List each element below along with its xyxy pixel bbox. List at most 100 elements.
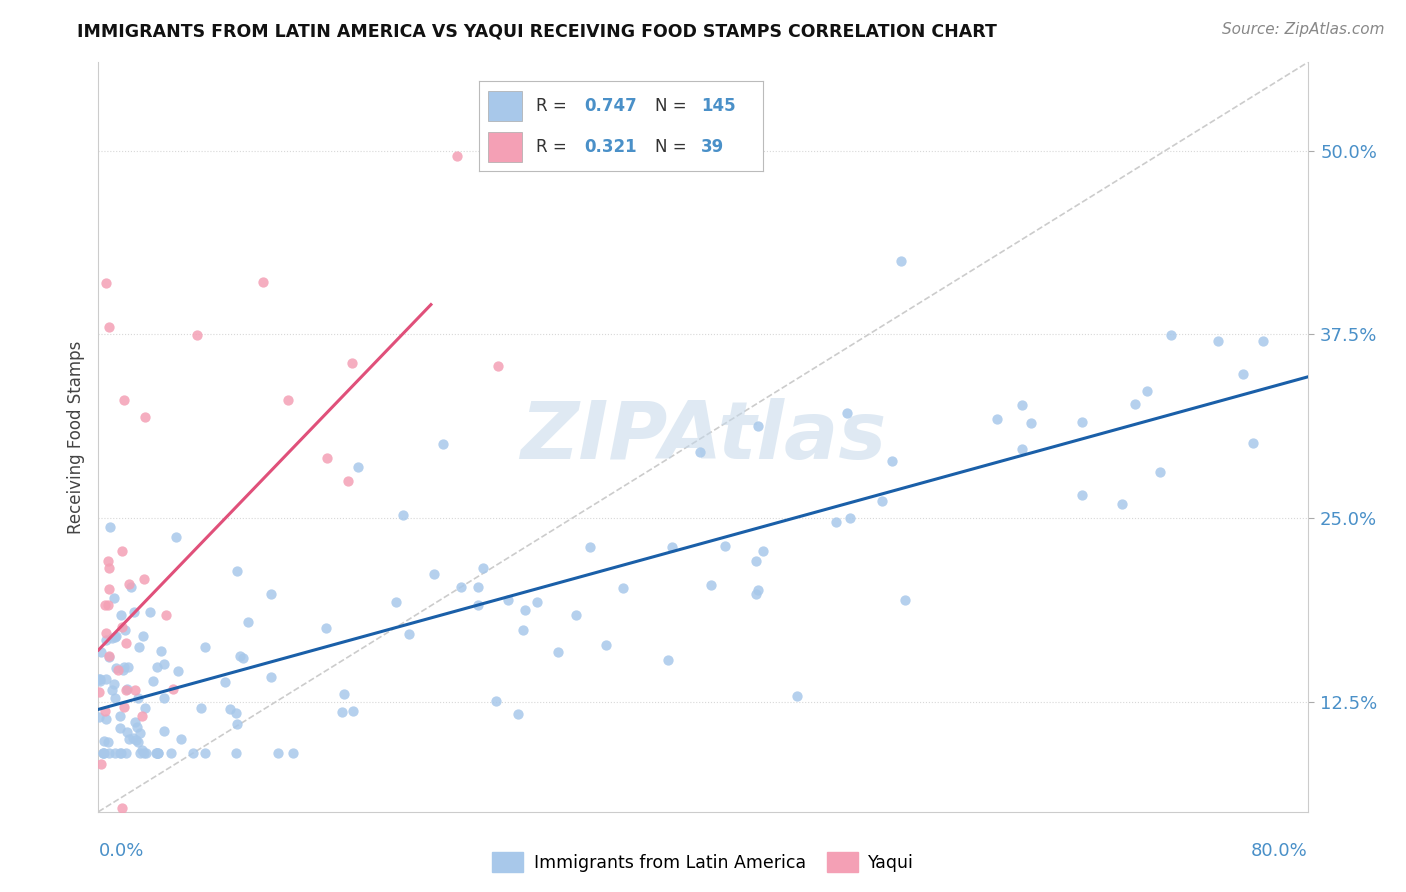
- Point: [110, 544, 132, 558]
- Point: [747, 418, 769, 433]
- Point: [89, 684, 111, 698]
- Point: [1206, 334, 1229, 348]
- Point: [104, 746, 127, 760]
- Point: [142, 674, 165, 689]
- Point: [146, 746, 169, 760]
- Point: [91, 746, 114, 760]
- Point: [122, 834, 145, 848]
- Point: [225, 565, 247, 579]
- Point: [890, 253, 912, 268]
- Point: [385, 595, 408, 609]
- Point: [134, 701, 156, 715]
- Point: [219, 702, 242, 716]
- Point: [127, 691, 149, 706]
- Text: IMMIGRANTS FROM LATIN AMERICA VS YAQUI RECEIVING FOOD STAMPS CORRELATION CHART: IMMIGRANTS FROM LATIN AMERICA VS YAQUI R…: [77, 22, 997, 40]
- Text: 0.0%: 0.0%: [98, 842, 143, 860]
- Point: [124, 606, 146, 620]
- Point: [132, 628, 155, 642]
- Point: [194, 640, 217, 654]
- Point: [745, 554, 768, 568]
- Point: [153, 657, 176, 672]
- Point: [93, 734, 115, 748]
- Point: [837, 405, 859, 419]
- Point: [104, 691, 127, 706]
- Point: [155, 608, 177, 623]
- Point: [214, 674, 236, 689]
- Point: [97, 598, 120, 612]
- Point: [97, 649, 120, 664]
- Point: [689, 444, 711, 458]
- Point: [108, 746, 131, 760]
- Point: [1011, 398, 1033, 412]
- Point: [108, 709, 131, 723]
- Point: [471, 560, 494, 574]
- Point: [103, 677, 125, 691]
- Point: [148, 746, 170, 760]
- Point: [277, 392, 299, 407]
- Text: Source: ZipAtlas.com: Source: ZipAtlas.com: [1222, 22, 1385, 37]
- Point: [260, 587, 283, 601]
- Point: [104, 629, 127, 643]
- Point: [446, 149, 468, 163]
- Point: [1125, 397, 1147, 411]
- Point: [467, 580, 489, 594]
- Point: [90, 756, 112, 771]
- Point: [134, 746, 156, 760]
- Point: [97, 735, 120, 749]
- Point: [236, 615, 259, 630]
- Point: [105, 661, 128, 675]
- Point: [231, 651, 253, 665]
- Point: [111, 663, 134, 677]
- Point: [745, 587, 768, 601]
- Point: [98, 746, 121, 760]
- Point: [101, 683, 124, 698]
- Point: [108, 722, 131, 736]
- Point: [125, 720, 148, 734]
- Point: [145, 660, 167, 674]
- Point: [1070, 415, 1092, 429]
- Point: [112, 660, 135, 674]
- Point: [225, 746, 247, 760]
- Point: [330, 705, 353, 719]
- Point: [94, 712, 117, 726]
- Point: [986, 411, 1008, 425]
- Point: [260, 670, 283, 684]
- Point: [98, 649, 121, 664]
- Point: [340, 355, 363, 369]
- Point: [657, 652, 679, 666]
- Point: [281, 746, 304, 760]
- Point: [699, 578, 721, 592]
- Point: [824, 515, 846, 529]
- Point: [124, 715, 146, 730]
- Point: [1149, 465, 1171, 479]
- Point: [97, 319, 120, 334]
- Point: [111, 620, 134, 634]
- Point: [110, 607, 132, 622]
- Point: [751, 544, 773, 558]
- Point: [1251, 334, 1274, 348]
- Point: [111, 801, 134, 815]
- Legend: Immigrants from Latin America, Yaqui: Immigrants from Latin America, Yaqui: [485, 845, 921, 879]
- Point: [145, 746, 167, 760]
- Point: [1070, 488, 1092, 502]
- Text: ZIPAtlas: ZIPAtlas: [520, 398, 886, 476]
- Point: [162, 681, 184, 696]
- Point: [150, 643, 173, 657]
- Point: [786, 689, 808, 703]
- Point: [398, 627, 420, 641]
- Point: [97, 561, 120, 575]
- Point: [512, 623, 534, 637]
- Point: [118, 577, 141, 591]
- Point: [485, 694, 508, 708]
- Point: [94, 834, 117, 848]
- Point: [315, 621, 337, 635]
- Point: [1232, 367, 1254, 381]
- Point: [131, 742, 153, 756]
- Point: [107, 663, 129, 677]
- Point: [96, 276, 118, 290]
- Point: [1160, 327, 1182, 342]
- Point: [104, 630, 127, 644]
- Point: [117, 681, 139, 696]
- Point: [125, 733, 148, 747]
- Point: [100, 632, 122, 646]
